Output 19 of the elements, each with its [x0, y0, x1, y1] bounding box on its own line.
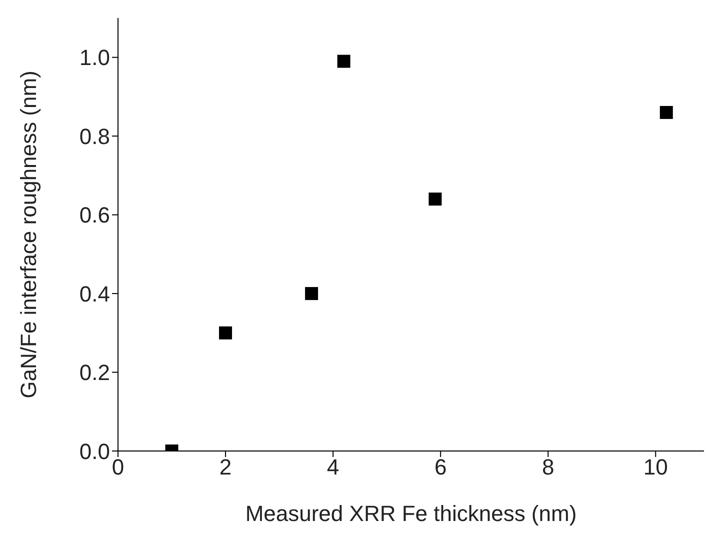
x-tick-label: 8 [542, 454, 554, 480]
point [660, 106, 673, 119]
x-tick-label: 0 [112, 454, 124, 480]
y-tick-label: 0.6 [79, 202, 110, 228]
point [428, 192, 442, 206]
x-tick-label: 2 [219, 454, 232, 480]
x-tick-label: 6 [434, 454, 447, 480]
point [305, 287, 318, 300]
y-tick-label: 0.0 [79, 438, 110, 464]
x-tick-label: 4 [326, 454, 340, 480]
y-tick-label: 0.2 [79, 360, 110, 386]
y-tick-label: 1.0 [79, 45, 110, 70]
point [337, 54, 350, 68]
y-axis-title: GaN/Fe interface roughness (nm) [16, 70, 41, 398]
y-tick-label: 0.4 [79, 281, 110, 306]
y-tick-label: 0.8 [79, 124, 110, 149]
x-axis-title: Measured XRR Fe thickness (nm) [245, 501, 577, 526]
point [219, 326, 232, 340]
x-tick-label: 10 [643, 454, 668, 480]
